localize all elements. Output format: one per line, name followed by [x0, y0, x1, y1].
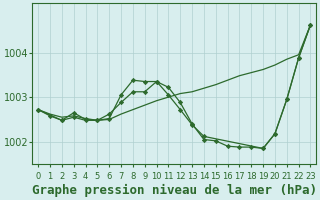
X-axis label: Graphe pression niveau de la mer (hPa): Graphe pression niveau de la mer (hPa) [32, 183, 317, 197]
